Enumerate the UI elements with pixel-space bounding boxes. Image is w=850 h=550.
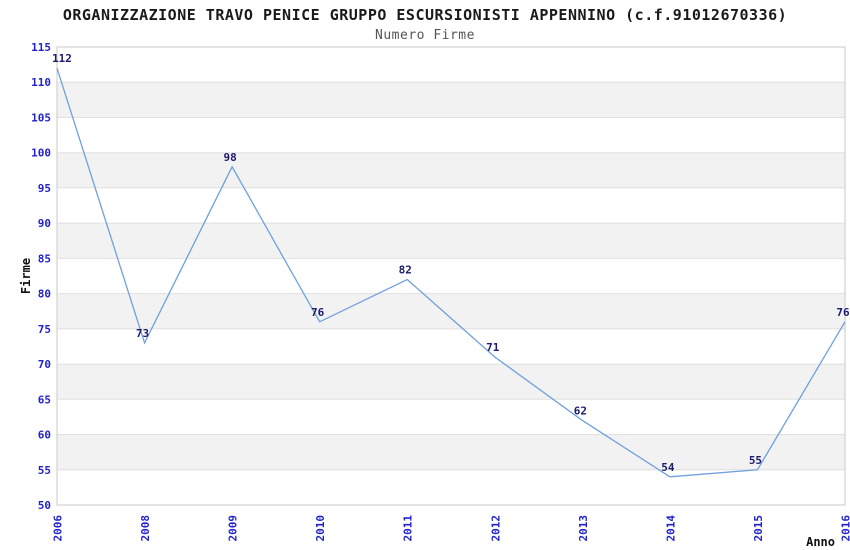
y-tick-label: 115 bbox=[31, 41, 51, 54]
value-label: 76 bbox=[311, 306, 325, 319]
y-tick-label: 60 bbox=[38, 429, 51, 442]
y-tick-label: 70 bbox=[38, 358, 51, 371]
value-label: 76 bbox=[836, 306, 850, 319]
y-axis-title: Firme bbox=[19, 258, 33, 294]
data-line bbox=[56, 67, 846, 478]
y-tick-label: 100 bbox=[31, 147, 51, 160]
x-tick-label: 2016 bbox=[840, 515, 850, 542]
value-label: 54 bbox=[661, 461, 675, 474]
x-tick-label: 2009 bbox=[227, 515, 240, 542]
x-axis-ticks: 2006 2008 2009 2010 2011 2012 2013 2014 2015 2016 bbox=[52, 515, 850, 542]
x-tick-label: 2014 bbox=[664, 515, 677, 542]
value-label: 82 bbox=[399, 264, 412, 277]
chart-subtitle: Numero Firme bbox=[375, 28, 475, 43]
x-tick-label: 2010 bbox=[314, 515, 327, 542]
x-tick-label: 2015 bbox=[752, 515, 765, 542]
value-label: 73 bbox=[136, 327, 149, 340]
plot-border bbox=[56, 46, 846, 506]
y-tick-label: 95 bbox=[38, 182, 51, 195]
y-tick-label: 85 bbox=[38, 252, 51, 265]
y-tick-label: 55 bbox=[38, 464, 51, 477]
y-tick-label: 65 bbox=[38, 393, 51, 406]
plot-band bbox=[57, 82, 845, 118]
plot-band bbox=[57, 223, 845, 259]
value-label: 55 bbox=[749, 454, 762, 467]
x-tick-label: 2011 bbox=[402, 515, 415, 542]
y-tick-label: 110 bbox=[31, 76, 51, 89]
value-label: 71 bbox=[486, 341, 500, 354]
point-labels: 112 73 98 76 82 71 62 54 55 76 bbox=[52, 52, 850, 474]
plot-bands bbox=[57, 82, 845, 470]
value-label: 112 bbox=[52, 52, 72, 65]
plot-band bbox=[57, 293, 845, 329]
series-line bbox=[56, 67, 846, 478]
x-tick-label: 2006 bbox=[52, 515, 65, 542]
value-label: 98 bbox=[223, 151, 236, 164]
y-tick-label: 90 bbox=[38, 217, 51, 230]
value-label: 62 bbox=[574, 404, 587, 417]
plot-band bbox=[57, 364, 845, 400]
chart-title: ORGANIZZAZIONE TRAVO PENICE GRUPPO ESCUR… bbox=[62, 6, 788, 24]
y-tick-label: 105 bbox=[31, 111, 51, 124]
y-tick-label: 50 bbox=[38, 499, 51, 512]
x-axis-title: Anno bbox=[806, 535, 835, 549]
y-tick-label: 80 bbox=[38, 288, 51, 301]
plot-band bbox=[57, 434, 845, 470]
x-tick-label: 2008 bbox=[139, 515, 152, 542]
y-tick-label: 75 bbox=[38, 323, 51, 336]
y-axis-ticks: 50 55 60 65 70 75 80 85 90 95 100 105 110 115 bbox=[31, 41, 51, 512]
plot-band bbox=[57, 152, 845, 188]
x-tick-label: 2012 bbox=[489, 515, 502, 542]
x-tick-label: 2013 bbox=[577, 515, 590, 542]
